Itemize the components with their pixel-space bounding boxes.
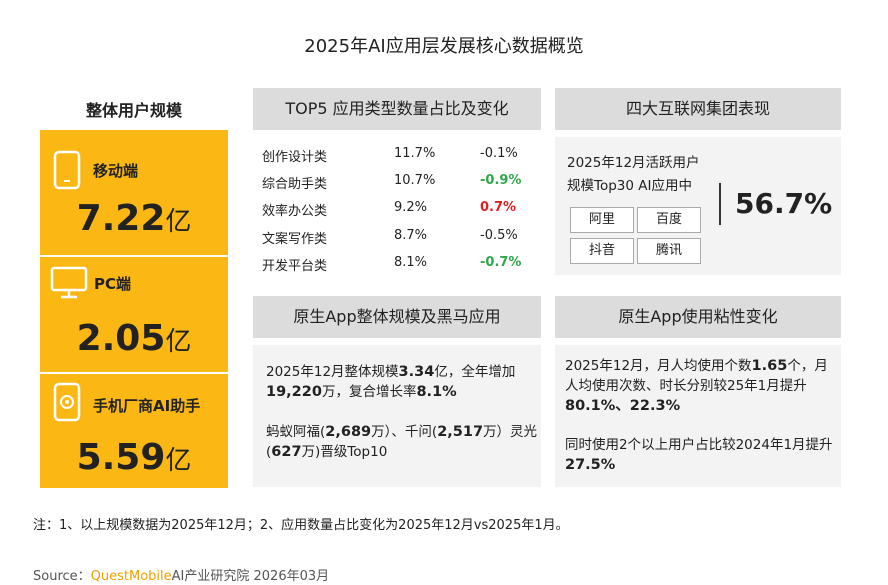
source: Source：QuestMobileAI产业研究院 2026年03月 [33,565,329,584]
row-name: 文案写作类 [262,231,328,247]
scale-label: PC端 [94,275,132,293]
pc-icon [50,266,88,299]
text-run: 个，月人均使用次数、时长分别较25年1月提升 [565,358,828,394]
text-run: 蚂蚁阿福( [266,424,326,440]
paragraph: 同时使用2个以上用户占比较2024年1月提升 27.5% [565,435,835,475]
row-share: 10.7% [394,173,436,189]
scale-value: 2.05亿 [40,318,228,359]
paragraph: 2025年12月，月人均使用个数1.65个，月人均使用次数、时长分别较25年1月… [565,356,835,416]
row-share: 11.7% [394,146,436,161]
title: 2025年AI应用层发展核心数据概览 [304,36,584,57]
row-share: 8.7% [394,227,428,243]
text-run: 万）灵光( [266,424,538,460]
scale-label: 手机厂商AI助手 [93,397,201,415]
unit: 亿 [165,327,192,357]
text-run: 2025年12月，月人均使用个数 [565,358,752,374]
company: 百度 [637,207,701,233]
row-name: 综合助手类 [262,177,328,193]
row-change: -0.1% [480,146,518,161]
stickiness-panel [555,345,841,487]
text-run: 2025年12月整体规模 [266,364,399,380]
text-run: 亿，全年增加 [434,364,516,380]
row-change: -0.9% [480,173,522,189]
text-run: 万）、千问( [371,424,438,440]
unit: 亿 [165,207,192,237]
scale-value: 5.59亿 [40,437,228,478]
groups-header: 四大互联网集团表现 [555,88,841,130]
user-scale-panel [40,130,228,488]
text-run: 8.1% [416,384,457,400]
text-run: 万，复合增长率 [321,384,417,400]
row-name: 创作设计类 [262,150,328,165]
text-run: 2,689 [325,424,372,440]
native-panel [253,345,541,487]
row-name: 效率办公类 [262,204,328,220]
paragraph: 蚂蚁阿福(2,689万）、千问(2,517万）灵光(627万)晋级Top10 [266,422,539,462]
row-name: 开发平台类 [262,258,328,274]
mobile-icon [53,150,81,190]
value: 2.05 [76,318,166,359]
text-run: 1.65 [751,358,788,374]
note: 注：1、以上规模数据为2025年12月；2、应用数量占比变化为2025年12月v… [33,518,569,533]
company: 腾讯 [637,238,701,264]
text-run: 万)晋级Top10 [301,444,388,460]
company: 阿里 [570,207,634,233]
stickiness-header: 原生App使用粘性变化 [555,296,841,338]
row-change: -0.5% [480,227,518,243]
source-label: Source： [33,569,91,584]
groups-text: 2025年12月活跃用户 [567,155,700,171]
text-run: 27.5% [565,457,616,473]
source-brand: QuestMobile [90,569,172,584]
row-change: -0.7% [480,254,522,270]
row-change: 0.7% [480,200,517,216]
text-run: 3.34 [398,364,435,380]
source-text: AI产业研究院 2026年03月 [171,569,330,584]
native-header: 原生App整体规模及黑马应用 [253,296,541,338]
top5-header: TOP5 应用类型数量占比及变化 [253,88,541,130]
groups-text: 规模Top30 AI应用中 [567,178,692,194]
row-share: 9.2% [394,200,428,216]
groups-share: 56.7% [735,187,833,220]
value: 7.22 [76,198,166,239]
unit: 亿 [165,446,192,476]
text-run: 19,220 [266,384,322,400]
text-run: 2,517 [437,424,484,440]
text-run: 80.1%、22.3% [565,398,681,414]
value: 5.59 [76,437,166,478]
divider [40,372,228,374]
scale-label: 移动端 [93,162,139,180]
paragraph: 2025年12月整体规模3.34亿，全年增加 19,220万，复合增长率8.1% [266,362,539,402]
row-share: 8.1% [394,254,428,270]
assistant-icon [53,382,81,422]
separator [719,183,721,225]
text-run: 同时使用2个以上用户占比较2024年1月提升 [565,437,833,453]
scale-value: 7.22亿 [40,198,228,239]
user-scale-title: 整体用户规模 [85,101,182,120]
divider [40,255,228,257]
text-run: 627 [271,444,302,460]
company: 抖音 [570,238,634,264]
